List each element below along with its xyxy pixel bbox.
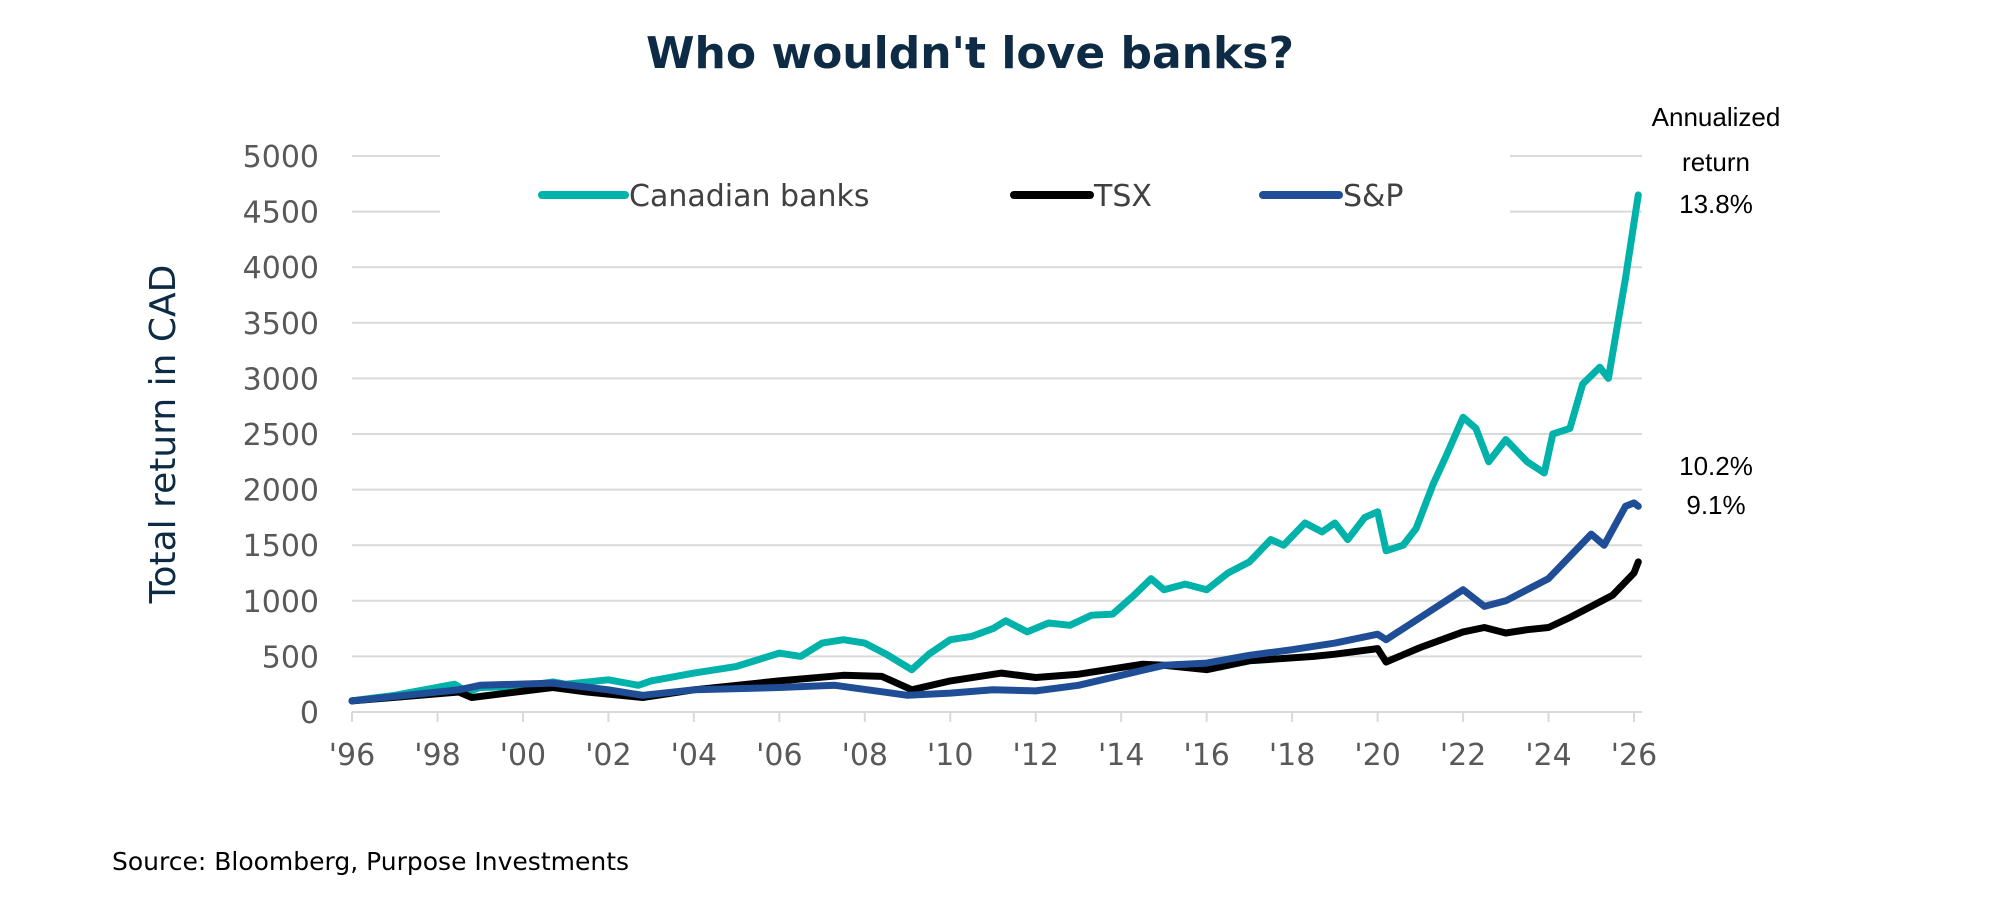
y-tick-label: 5000 <box>243 140 319 175</box>
y-tick-label: 1500 <box>243 529 319 564</box>
x-tick-label: '18 <box>1269 738 1315 773</box>
x-tick-label: '22 <box>1440 738 1486 773</box>
y-tick-label: 3500 <box>243 307 319 342</box>
legend-label: TSX <box>1093 179 1152 214</box>
x-tick-label: '10 <box>927 738 973 773</box>
annotation-banks-return: 13.8% <box>1679 189 1753 219</box>
y-tick-label: 4500 <box>243 196 319 231</box>
annotation-header-line1: Annualized <box>1652 102 1781 132</box>
x-tick-label: '04 <box>671 738 717 773</box>
x-tick-labels: '96 '98 '00 '02 '04 '06 '08 '10 '12 '14 '16 '18 '20 '… <box>329 738 1657 773</box>
x-tick-label: '16 <box>1183 738 1229 773</box>
x-tick-label: '00 <box>500 738 546 773</box>
x-tick-label: '08 <box>842 738 888 773</box>
legend-label: Canadian banks <box>629 179 869 214</box>
legend: Canadian banks TSX S&P <box>538 179 1404 214</box>
y-tick-labels: 0 500 1000 1500 2000 2500 3000 3500 4000 4500 5000 <box>243 140 319 731</box>
y-tick-label: 500 <box>262 640 319 675</box>
y-tick-label: 1000 <box>243 585 319 620</box>
y-tick-label: 2000 <box>243 474 319 509</box>
x-tick-label: '14 <box>1098 738 1144 773</box>
series-line-s-p <box>348 499 1642 705</box>
y-axis-label: Total return in CAD <box>143 265 184 605</box>
x-tick-label: '02 <box>585 738 631 773</box>
annotation-sp-return: 10.2% <box>1679 451 1753 481</box>
x-tick-label: '12 <box>1013 738 1059 773</box>
chart-title: Who wouldn't love banks? <box>646 28 1294 79</box>
annotation-tsx-return: 9.1% <box>1686 490 1745 520</box>
series-lines <box>348 191 1642 705</box>
x-tick-label: '20 <box>1354 738 1400 773</box>
y-tick-label: 3000 <box>243 362 319 397</box>
source-note: Source: Bloomberg, Purpose Investments <box>112 847 629 876</box>
annotation-header-line2: return <box>1682 147 1750 177</box>
x-tick-label: '26 <box>1611 738 1657 773</box>
x-tick-label: '96 <box>329 738 375 773</box>
legend-label: S&P <box>1343 179 1404 214</box>
series-line-canadian-banks <box>348 191 1642 705</box>
y-tick-label: 0 <box>300 696 319 731</box>
x-tick-label: '06 <box>756 738 802 773</box>
x-tick-label: '24 <box>1525 738 1571 773</box>
gridlines <box>351 155 1642 722</box>
x-tick-label: '98 <box>414 738 460 773</box>
y-tick-label: 2500 <box>243 418 319 453</box>
y-tick-label: 4000 <box>243 251 319 286</box>
